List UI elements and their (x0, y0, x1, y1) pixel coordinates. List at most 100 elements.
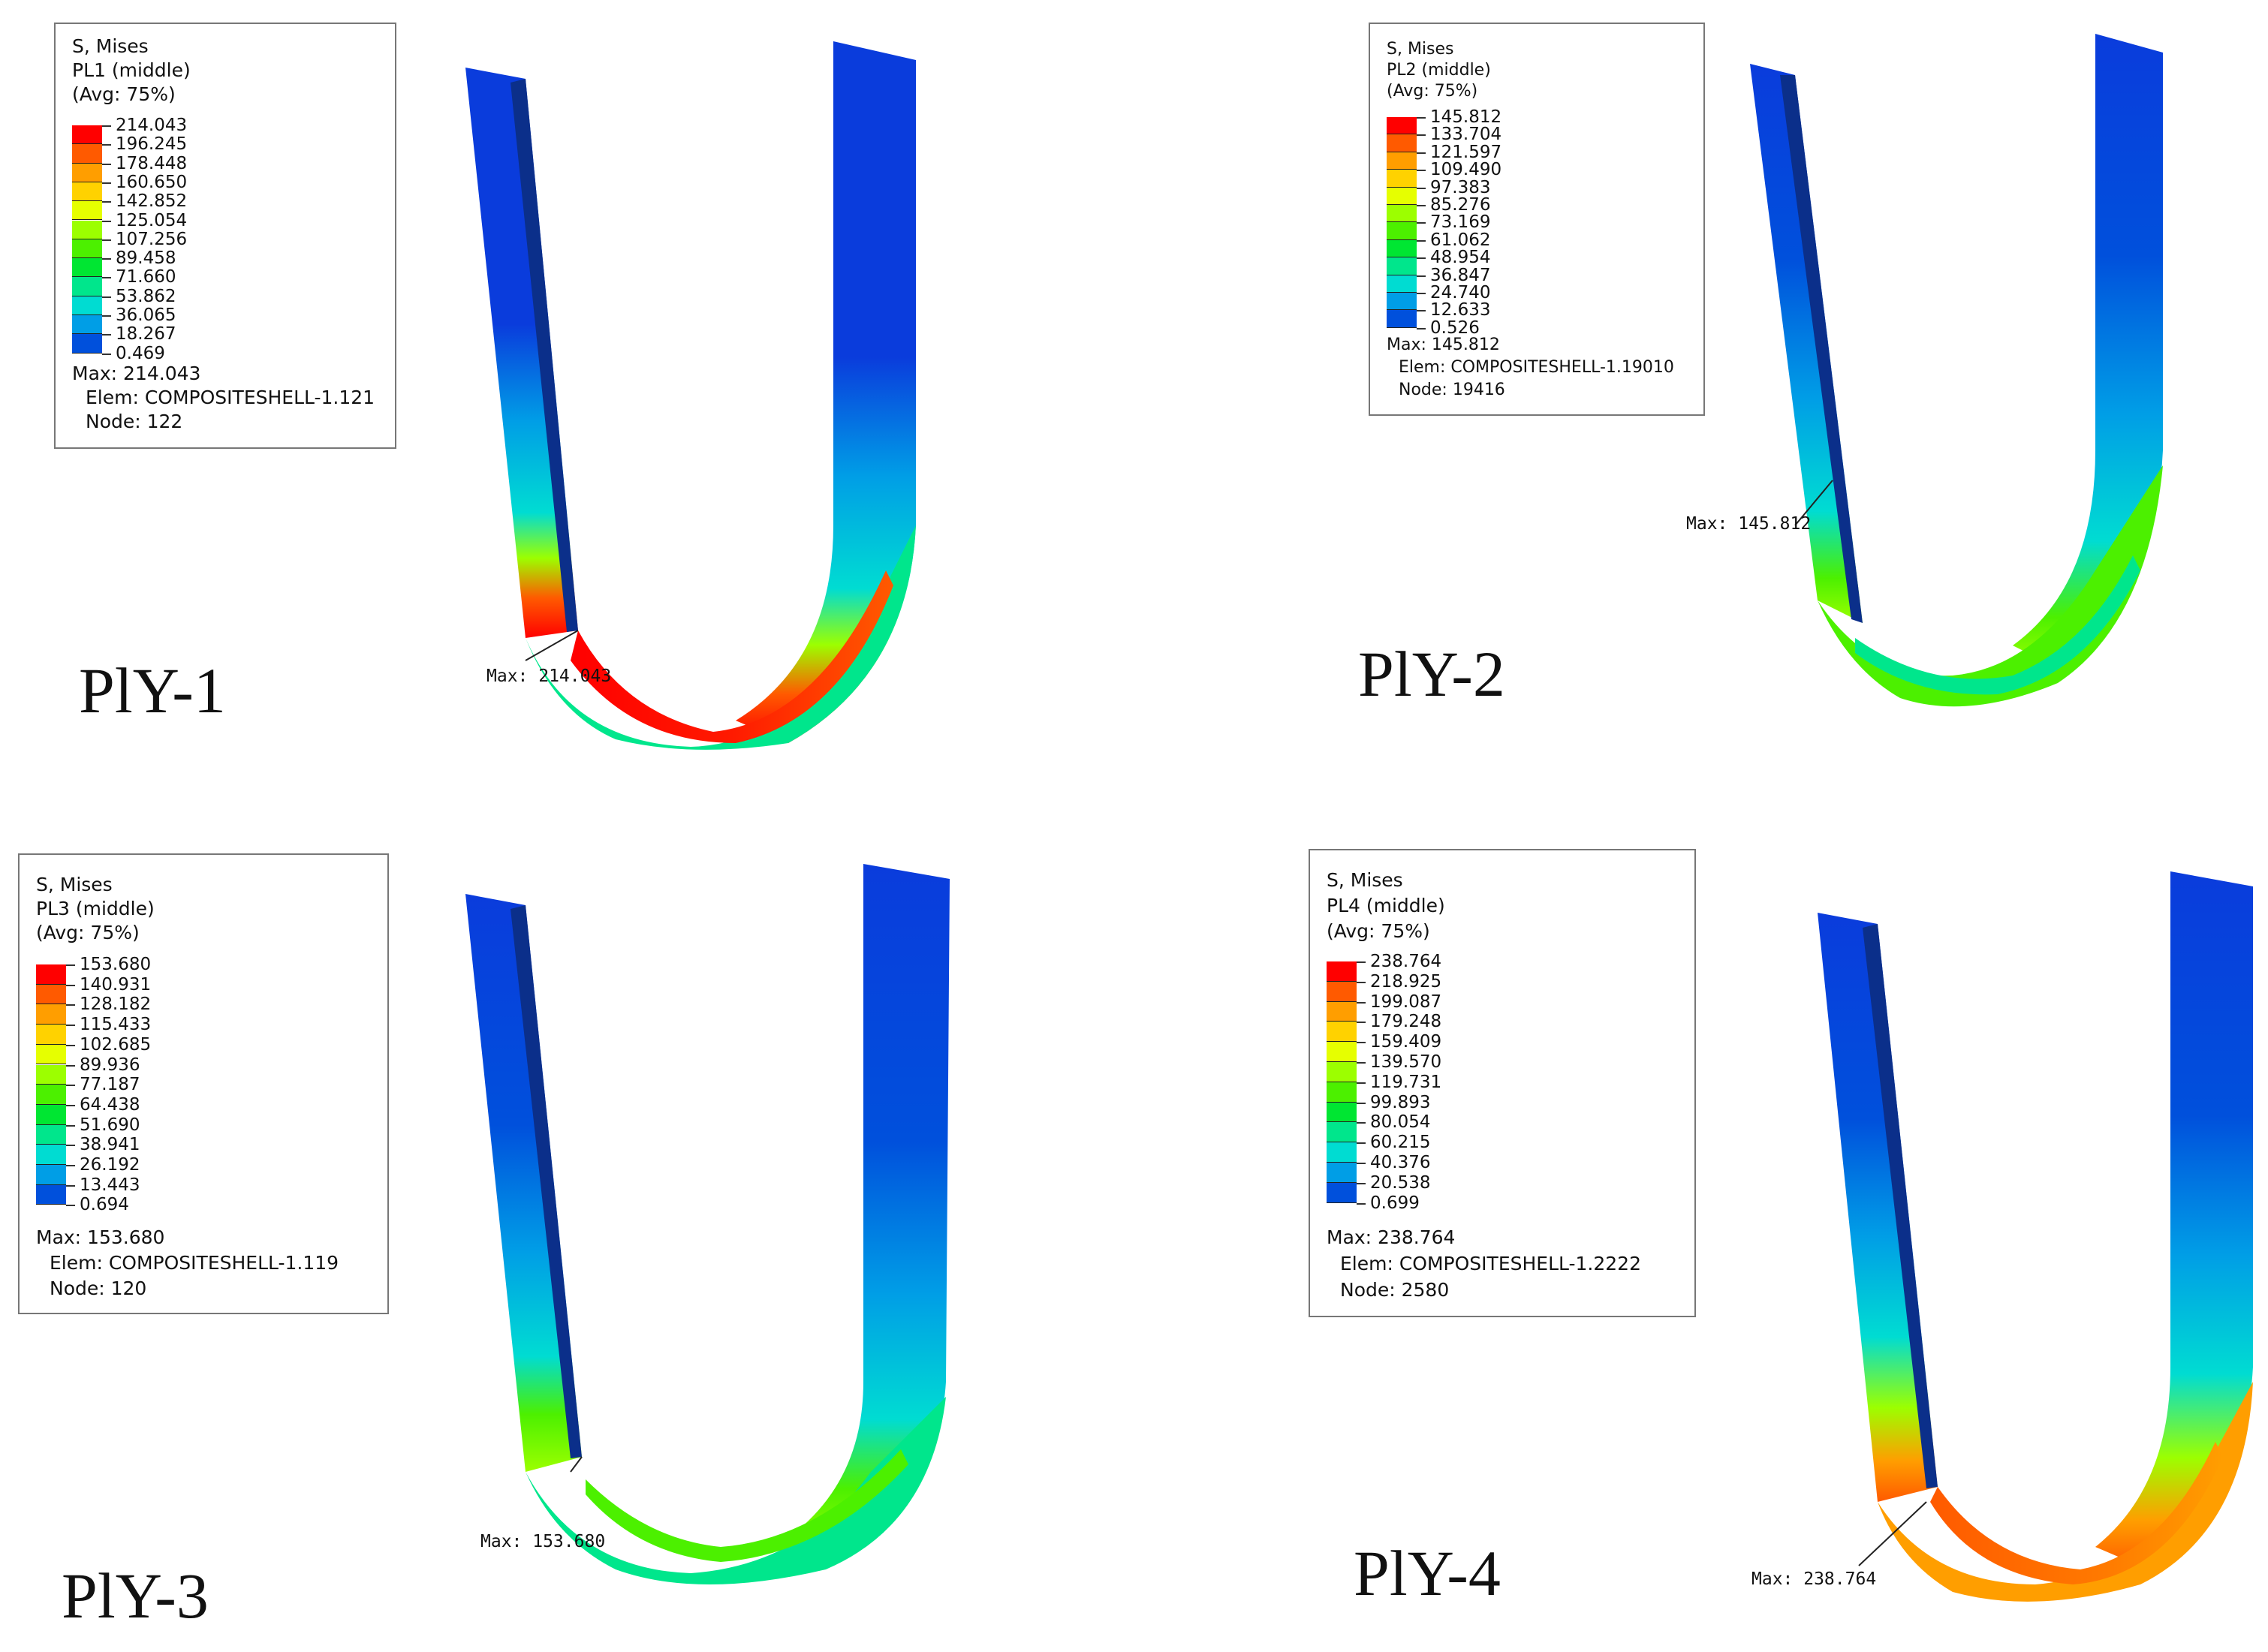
legend-swatch (1327, 1042, 1357, 1062)
legend-swatch (1387, 170, 1417, 188)
legend-swatch (1387, 187, 1417, 205)
legend-swatch (72, 334, 102, 354)
legend-tick (66, 1165, 75, 1166)
u-shell-left-leg (465, 68, 578, 638)
legend-avg: (Avg: 75%) (1327, 920, 1430, 942)
legend-value: 128.182 (80, 995, 152, 1015)
legend-value: 51.690 (80, 1115, 140, 1135)
legend-value: 38.941 (80, 1135, 140, 1155)
legend-value: 238.764 (1370, 952, 1442, 971)
legend-swatch (1327, 1022, 1357, 1043)
legend-value: 121.597 (1430, 142, 1502, 162)
u-shell-inner-edge (1863, 924, 1938, 1488)
panel-ply-1: S, Mises PL1 (middle) (Avg: 75%) 214.043… (0, 0, 1134, 826)
legend-tick (1417, 187, 1426, 189)
legend-swatch (1327, 961, 1357, 982)
legend-tick (66, 984, 75, 986)
legend-avg: (Avg: 75%) (36, 922, 140, 943)
legend-node: Node: 122 (86, 411, 183, 432)
legend-swatch (1327, 1142, 1357, 1163)
legend-box: S, Mises PL4 (middle) (Avg: 75%) 238.764… (1309, 849, 1696, 1317)
max-leader-line (570, 1456, 583, 1473)
legend-swatch (36, 1044, 66, 1065)
legend-tick (1417, 205, 1426, 206)
legend-tick (1357, 1202, 1366, 1205)
legend-elem: Elem: COMPOSITESHELL-1.119 (50, 1252, 339, 1274)
legend-value: 77.187 (80, 1075, 140, 1095)
legend-value: 109.490 (1430, 160, 1502, 180)
legend-tick (1417, 152, 1426, 154)
legend-swatch (1387, 222, 1417, 240)
legend-swatch (72, 201, 102, 221)
legend-value: 36.065 (116, 305, 176, 325)
legend-value: 12.633 (1430, 300, 1491, 320)
legend-swatch (36, 1004, 66, 1025)
legend-value: 99.893 (1370, 1092, 1431, 1112)
legend-avg: (Avg: 75%) (72, 83, 176, 105)
legend-value: 119.731 (1370, 1072, 1442, 1092)
legend-swatch (36, 964, 66, 985)
legend-ply: PL1 (middle) (72, 59, 191, 81)
legend-swatch (36, 1184, 66, 1205)
legend-tick (1417, 239, 1426, 242)
legend-tick (102, 125, 111, 127)
max-label: Max: 153.680 (480, 1532, 606, 1551)
legend-tick (102, 353, 111, 355)
ply-label: PlY-3 (62, 1560, 209, 1632)
legend-value: 214.043 (116, 116, 188, 135)
legend-value: 89.458 (116, 248, 176, 269)
legend-tick (66, 1104, 75, 1106)
u-shell-bottom-hot (571, 570, 893, 743)
legend-tick (66, 1184, 75, 1187)
legend-swatch (1387, 257, 1417, 275)
legend-swatch (1387, 239, 1417, 258)
legend-value: 145.812 (1430, 107, 1502, 127)
legend-tick (102, 144, 111, 146)
legend-tick (1357, 1042, 1366, 1044)
legend-tick (1357, 1163, 1366, 1164)
u-shell-right-leg (781, 864, 950, 1558)
legend-tick (66, 1064, 75, 1067)
legend-swatch (72, 144, 102, 164)
legend-swatch (1327, 1182, 1357, 1203)
legend-value: 159.409 (1370, 1032, 1442, 1052)
legend-value: 53.862 (116, 286, 176, 306)
legend-value: 218.925 (1370, 971, 1442, 992)
legend-value: 18.267 (116, 324, 176, 345)
legend-tick (66, 1044, 75, 1046)
legend-swatch (36, 1085, 66, 1105)
legend-tick (1417, 117, 1426, 119)
max-label: Max: 214.043 (486, 667, 612, 686)
legend-tick (1417, 327, 1426, 329)
legend-tick (102, 239, 111, 241)
u-shell-model (1750, 34, 2163, 707)
u-shell-bottom-band (1855, 555, 2140, 695)
u-shell-inner-edge (1780, 75, 1863, 623)
legend-swatch (36, 1104, 66, 1125)
legend-max: Max: 153.680 (36, 1226, 165, 1248)
legend-swatch (1327, 1163, 1357, 1183)
legend-swatch (1327, 981, 1357, 1002)
legend-tick (1357, 1062, 1366, 1064)
legend-value: 133.704 (1430, 125, 1502, 145)
legend-ply: PL2 (middle) (1387, 61, 1491, 80)
legend-swatch (36, 1025, 66, 1045)
legend-node: Node: 2580 (1340, 1279, 1450, 1301)
u-shell-model (1818, 871, 2253, 1602)
legend-tick (1417, 170, 1426, 172)
legend-node: Node: 19416 (1399, 381, 1505, 399)
legend-value: 64.438 (80, 1094, 140, 1115)
legend-box: S, Mises PL2 (middle) (Avg: 75%) 145.812… (1369, 23, 1705, 416)
legend-value: 140.931 (80, 974, 152, 995)
legend-tick (1357, 961, 1366, 963)
legend-box: S, Mises PL1 (middle) (Avg: 75%) 214.043… (54, 23, 396, 449)
legend-value: 139.570 (1370, 1052, 1442, 1072)
legend-value: 80.054 (1370, 1112, 1431, 1133)
legend-value: 61.062 (1430, 230, 1491, 250)
legend-tick (102, 182, 111, 184)
legend-ply: PL4 (middle) (1327, 895, 1445, 916)
legend-value: 71.660 (116, 267, 176, 287)
legend-value: 13.443 (80, 1175, 140, 1195)
legend-swatch (1327, 1102, 1357, 1123)
legend-swatch (36, 984, 66, 1005)
